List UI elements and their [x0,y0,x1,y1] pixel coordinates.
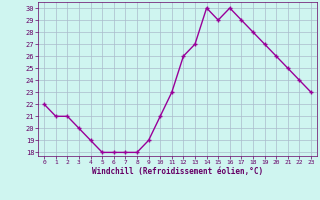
X-axis label: Windchill (Refroidissement éolien,°C): Windchill (Refroidissement éolien,°C) [92,167,263,176]
